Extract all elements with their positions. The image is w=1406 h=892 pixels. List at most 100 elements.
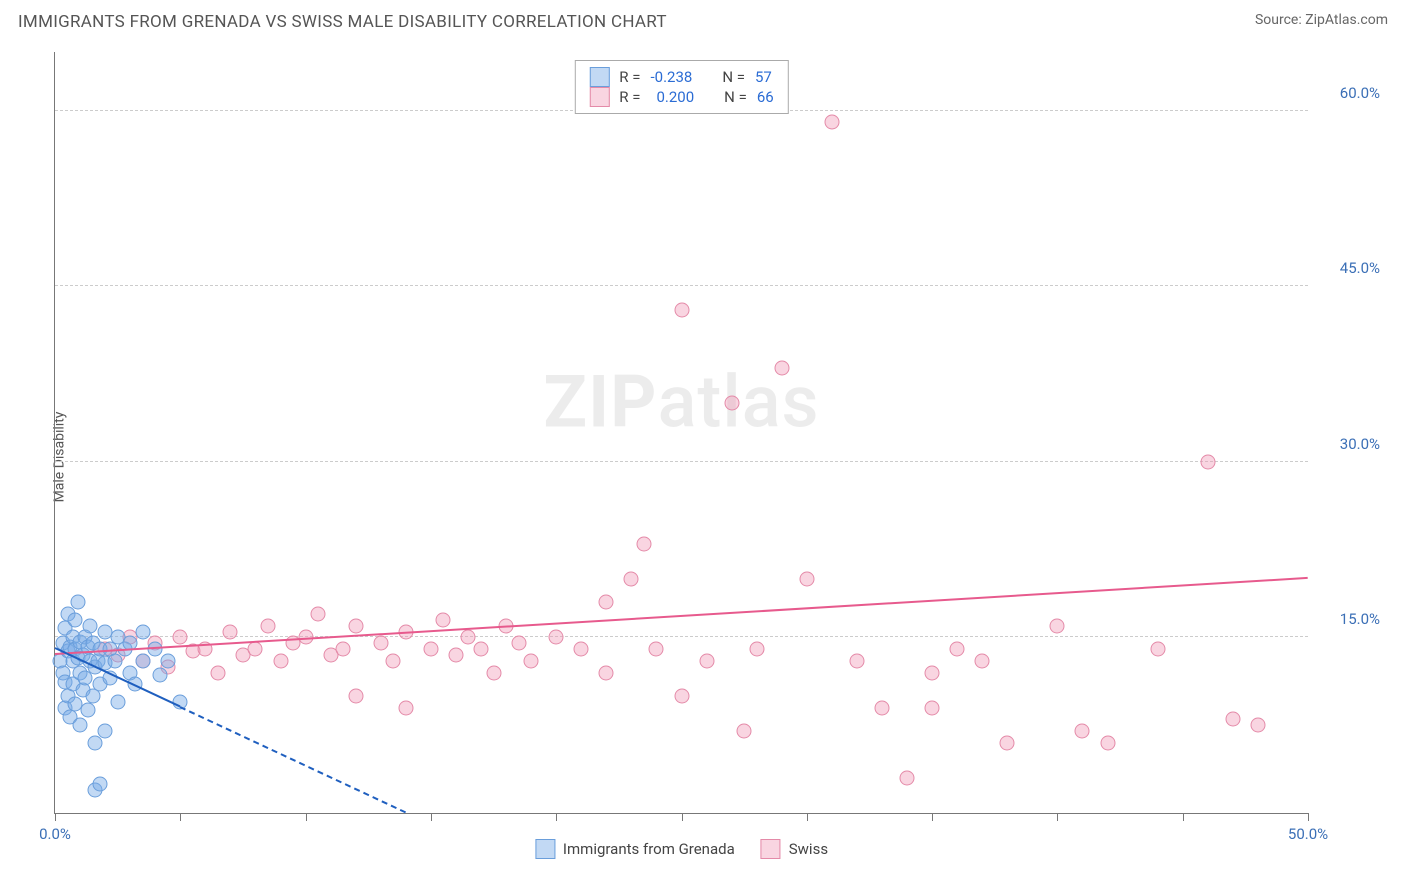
source-label: Source: ZipAtlas.com <box>1255 12 1388 28</box>
data-point-swiss <box>599 595 614 610</box>
x-tick <box>682 813 683 821</box>
y-tick-label: 15.0% <box>1316 610 1380 628</box>
chart-container: Male Disability ZIPatlas R = -0.238 N = … <box>18 40 1388 874</box>
legend-label: Immigrants from Grenada <box>563 840 735 858</box>
data-point-grenada <box>80 702 95 717</box>
data-point-swiss <box>524 653 539 668</box>
data-point-swiss <box>1050 618 1065 633</box>
data-point-swiss <box>549 630 564 645</box>
data-point-swiss <box>724 396 739 411</box>
data-point-swiss <box>649 642 664 657</box>
x-tick <box>1057 813 1058 821</box>
x-tick <box>306 813 307 821</box>
chart-title: IMMIGRANTS FROM GRENADA VS SWISS MALE DI… <box>18 12 667 32</box>
data-point-swiss <box>448 647 463 662</box>
data-point-swiss <box>799 571 814 586</box>
x-tick-label: 50.0% <box>1288 825 1328 843</box>
data-point-grenada <box>83 618 98 633</box>
data-point-grenada <box>110 694 125 709</box>
data-point-grenada <box>93 776 108 791</box>
swatch-swiss-icon <box>761 839 781 859</box>
x-tick <box>556 813 557 821</box>
legend-series: Immigrants from Grenada Swiss <box>535 839 828 859</box>
data-point-swiss <box>874 700 889 715</box>
data-point-grenada <box>73 718 88 733</box>
data-point-swiss <box>599 665 614 680</box>
trend-line <box>55 577 1308 655</box>
legend-stats-row-swiss: R = 0.200 N = 66 <box>589 87 773 107</box>
data-point-swiss <box>925 700 940 715</box>
x-tick <box>431 813 432 821</box>
data-point-swiss <box>925 665 940 680</box>
data-point-swiss <box>824 115 839 130</box>
data-point-swiss <box>1075 724 1090 739</box>
swatch-grenada-icon <box>589 67 609 87</box>
data-point-swiss <box>423 642 438 657</box>
legend-item-grenada: Immigrants from Grenada <box>535 839 735 859</box>
data-point-swiss <box>223 624 238 639</box>
data-point-grenada <box>68 612 83 627</box>
legend-label: Swiss <box>789 840 828 858</box>
data-point-swiss <box>210 665 225 680</box>
data-point-swiss <box>774 361 789 376</box>
x-tick <box>1308 813 1309 821</box>
legend-stats-row-grenada: R = -0.238 N = 57 <box>589 67 773 87</box>
gridline <box>55 461 1308 462</box>
data-point-swiss <box>336 642 351 657</box>
data-point-swiss <box>1250 718 1265 733</box>
data-point-swiss <box>737 724 752 739</box>
data-point-swiss <box>461 630 476 645</box>
data-point-swiss <box>474 642 489 657</box>
x-tick-label: 0.0% <box>39 825 71 843</box>
data-point-swiss <box>699 653 714 668</box>
x-tick <box>1183 813 1184 821</box>
gridline <box>55 285 1308 286</box>
data-point-swiss <box>511 636 526 651</box>
data-point-grenada <box>160 653 175 668</box>
data-point-swiss <box>674 302 689 317</box>
data-point-swiss <box>436 612 451 627</box>
data-point-swiss <box>398 700 413 715</box>
x-tick <box>932 813 933 821</box>
data-point-swiss <box>348 618 363 633</box>
data-point-swiss <box>273 653 288 668</box>
gridline <box>55 636 1308 637</box>
legend-item-swiss: Swiss <box>761 839 828 859</box>
plot-area: ZIPatlas R = -0.238 N = 57 R = 0.200 N =… <box>54 52 1308 814</box>
swatch-grenada-icon <box>535 839 555 859</box>
data-point-swiss <box>1150 642 1165 657</box>
data-point-swiss <box>674 688 689 703</box>
data-point-grenada <box>135 653 150 668</box>
y-tick-label: 60.0% <box>1316 84 1380 102</box>
y-tick-label: 30.0% <box>1316 435 1380 453</box>
data-point-swiss <box>1000 735 1015 750</box>
data-point-swiss <box>486 665 501 680</box>
data-point-swiss <box>574 642 589 657</box>
data-point-swiss <box>975 653 990 668</box>
data-point-swiss <box>1225 712 1240 727</box>
data-point-swiss <box>311 606 326 621</box>
legend-stats: R = -0.238 N = 57 R = 0.200 N = 66 <box>574 60 788 114</box>
data-point-swiss <box>636 536 651 551</box>
data-point-swiss <box>624 571 639 586</box>
x-tick <box>180 813 181 821</box>
data-point-swiss <box>1100 735 1115 750</box>
data-point-swiss <box>248 642 263 657</box>
data-point-swiss <box>173 630 188 645</box>
data-point-swiss <box>348 688 363 703</box>
data-point-grenada <box>70 595 85 610</box>
y-tick-label: 45.0% <box>1316 259 1380 277</box>
data-point-swiss <box>261 618 276 633</box>
data-point-swiss <box>373 636 388 651</box>
data-point-swiss <box>950 642 965 657</box>
data-point-swiss <box>749 642 764 657</box>
x-tick <box>807 813 808 821</box>
data-point-swiss <box>386 653 401 668</box>
trend-line <box>180 706 406 813</box>
data-point-swiss <box>900 770 915 785</box>
data-point-swiss <box>1200 454 1215 469</box>
data-point-grenada <box>153 667 168 682</box>
x-tick <box>55 813 56 821</box>
data-point-grenada <box>135 624 150 639</box>
swatch-swiss-icon <box>589 87 609 107</box>
